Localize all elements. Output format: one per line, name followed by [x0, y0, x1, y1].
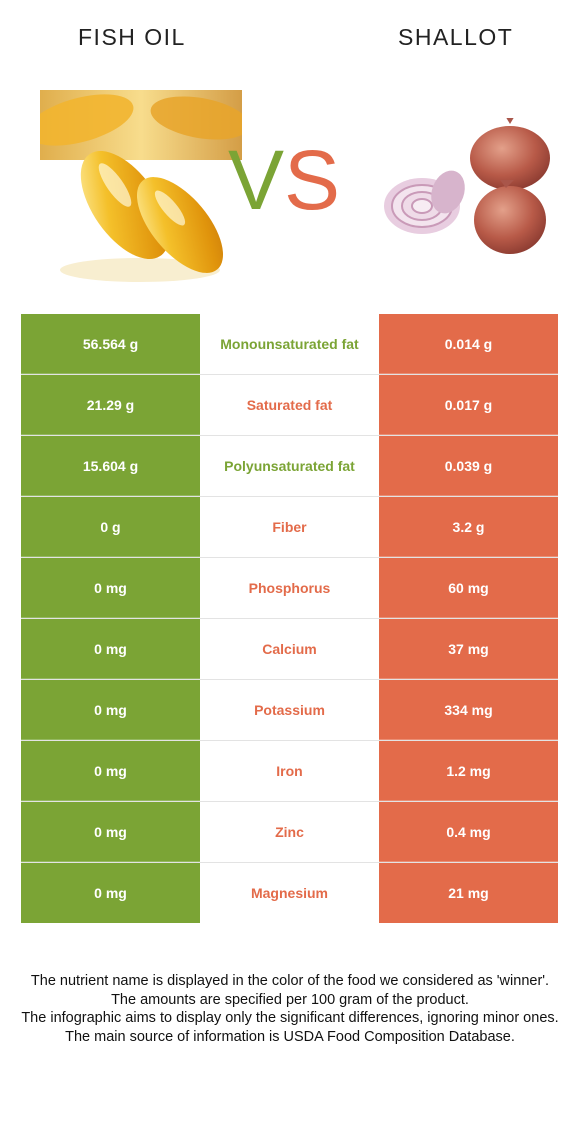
- footer-line-1: The nutrient name is displayed in the co…: [30, 973, 550, 989]
- fish-oil-value: 0 mg: [21, 680, 200, 740]
- fish-oil-image: [40, 90, 242, 290]
- shallot-value: 1.2 mg: [379, 741, 558, 801]
- nutrient-name: Zinc: [200, 802, 379, 862]
- table-row: 0 mg Iron 1.2 mg: [21, 741, 558, 802]
- fish-oil-value: 21.29 g: [21, 375, 200, 435]
- shallot-value: 3.2 g: [379, 497, 558, 557]
- fish-oil-value: 15.604 g: [21, 436, 200, 496]
- table-row: 0 g Fiber 3.2 g: [21, 497, 558, 558]
- nutrient-name: Polyunsaturated fat: [200, 436, 379, 496]
- fish-oil-value: 56.564 g: [21, 314, 200, 374]
- shallot-value: 37 mg: [379, 619, 558, 679]
- table-row: 56.564 g Monounsaturated fat 0.014 g: [21, 314, 558, 375]
- nutrient-name: Calcium: [200, 619, 379, 679]
- table-row: 21.29 g Saturated fat 0.017 g: [21, 375, 558, 436]
- vs-v: V: [228, 133, 285, 227]
- comparison-table: 56.564 g Monounsaturated fat 0.014 g 21.29 …: [21, 314, 558, 923]
- footer-line-4: The main source of information is USDA F…: [65, 1028, 515, 1045]
- table-row: 0 mg Zinc 0.4 mg: [21, 802, 558, 863]
- fish-oil-value: 0 mg: [21, 863, 200, 923]
- shallot-value: 0.014 g: [379, 314, 558, 374]
- table-row: 0 mg Potassium 334 mg: [21, 680, 558, 741]
- fish-oil-value: 0 mg: [21, 802, 200, 862]
- fish-oil-value: 0 mg: [21, 558, 200, 618]
- shallot-value: 60 mg: [379, 558, 558, 618]
- nutrient-name: Saturated fat: [200, 375, 379, 435]
- table-row: 15.604 g Polyunsaturated fat 0.039 g: [21, 436, 558, 497]
- food-right-title: SHALLOT: [398, 24, 514, 50]
- nutrient-name: Magnesium: [200, 863, 379, 923]
- food-left-title: FISH OIL: [78, 24, 186, 50]
- shallot-value: 0.039 g: [379, 436, 558, 496]
- footer-line-3: The infographic aims to display only the…: [21, 1010, 559, 1026]
- nutrient-name: Monounsaturated fat: [200, 314, 379, 374]
- table-row: 0 mg Magnesium 21 mg: [21, 863, 558, 923]
- fish-oil-value: 0 mg: [21, 741, 200, 801]
- vs-label: VS: [228, 138, 340, 222]
- nutrient-name: Phosphorus: [200, 558, 379, 618]
- nutrient-name: Iron: [200, 741, 379, 801]
- table-row: 0 mg Phosphorus 60 mg: [21, 558, 558, 619]
- footer-notes: The nutrient name is displayed in the co…: [20, 972, 560, 1046]
- shallot-image: [384, 118, 550, 254]
- fish-oil-value: 0 g: [21, 497, 200, 557]
- shallot-value: 334 mg: [379, 680, 558, 740]
- shallot-value: 0.4 mg: [379, 802, 558, 862]
- footer-line-2: The amounts are specified per 100 gram o…: [111, 991, 469, 1008]
- shallot-value: 0.017 g: [379, 375, 558, 435]
- nutrient-name: Potassium: [200, 680, 379, 740]
- shallot-value: 21 mg: [379, 863, 558, 923]
- fish-oil-value: 0 mg: [21, 619, 200, 679]
- table-row: 0 mg Calcium 37 mg: [21, 619, 558, 680]
- nutrient-name: Fiber: [200, 497, 379, 557]
- vs-s: S: [284, 133, 341, 227]
